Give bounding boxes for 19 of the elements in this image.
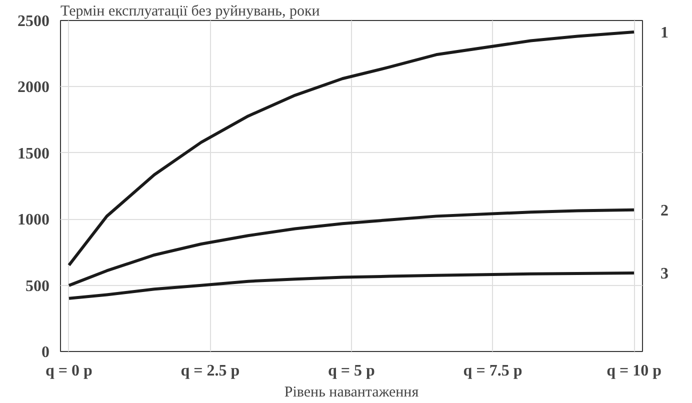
line-series xyxy=(67,30,636,267)
x-axis-title: Рівень навантаження xyxy=(284,384,419,400)
x-tick-label: q = 2.5 p xyxy=(180,362,240,380)
y-tick-label: 500 xyxy=(26,278,50,295)
y-tick-label: 1500 xyxy=(18,145,50,162)
y-tick-label: 2500 xyxy=(18,13,50,30)
series-label: 3 xyxy=(660,265,668,282)
chart-title: Термін експлуатації без руйнувань, роки xyxy=(60,4,320,20)
x-tick-label: q = 7.5 p xyxy=(463,362,522,380)
y-tick-label: 0 xyxy=(42,344,50,361)
x-tick-label: q = 5 p xyxy=(328,362,376,380)
x-tick-label: q = 10 p xyxy=(606,362,662,380)
series-label: 1 xyxy=(660,24,668,42)
line-series xyxy=(67,208,636,287)
y-tick-label: 1000 xyxy=(18,212,50,229)
line-series xyxy=(67,271,636,300)
y-tick-label: 2000 xyxy=(18,79,50,96)
x-tick-label: q = 0 p xyxy=(46,362,93,380)
series-label: 2 xyxy=(660,202,668,220)
